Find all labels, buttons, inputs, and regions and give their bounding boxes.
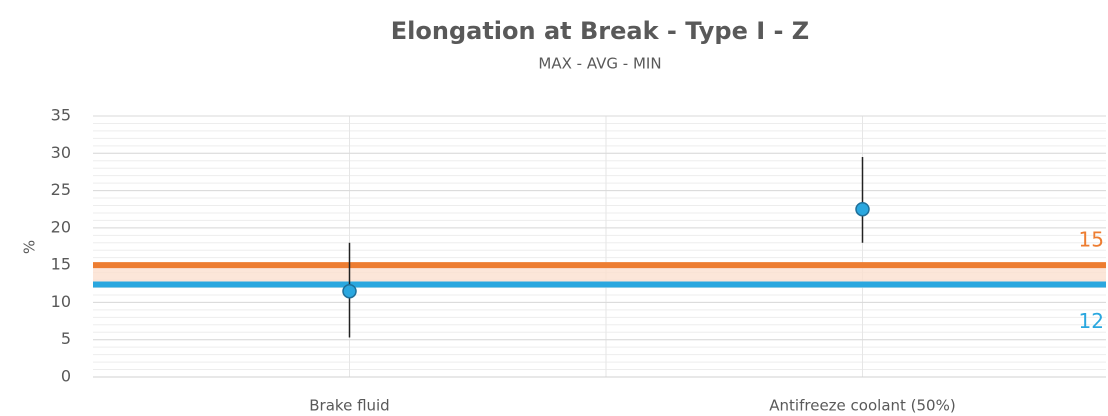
reference-band [93,265,1106,285]
y-axis-label: % [21,240,39,254]
y-tick-label: 5 [61,329,71,348]
y-tick-label: 35 [51,106,71,125]
reference-label: 15 [1079,228,1104,252]
avg-point [342,283,357,299]
chart-title: Elongation at Break - Type I - Z [391,17,809,45]
reference-label: 12 [1079,309,1104,333]
y-tick-label: 0 [61,367,71,386]
x-tick-label: Brake fluid [309,397,389,415]
chart-subtitle: MAX - AVG - MIN [538,55,661,73]
x-tick-label: Antifreeze coolant (50%) [769,397,955,415]
y-tick-label: 10 [51,292,71,311]
avg-point [855,201,870,217]
y-tick-label: 20 [51,217,71,236]
y-tick-label: 30 [51,143,71,162]
y-tick-label: 15 [51,255,71,274]
y-tick-label: 25 [51,180,71,199]
